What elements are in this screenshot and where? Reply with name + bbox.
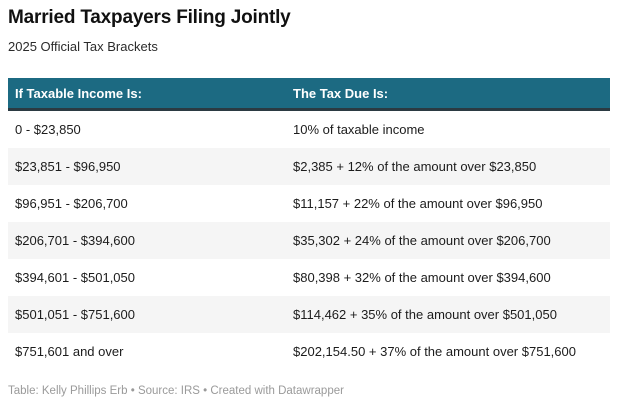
tax-due-cell: $2,385 + 12% of the amount over $23,850 — [293, 159, 537, 174]
table-row: $394,601 - $501,050 $80,398 + 32% of the… — [8, 259, 610, 296]
table-row: $96,951 - $206,700 $11,157 + 22% of the … — [8, 185, 610, 222]
table-row: 0 - $23,850 10% of taxable income — [8, 111, 610, 148]
income-range-cell: 0 - $23,850 — [15, 122, 81, 137]
income-range-cell: $96,951 - $206,700 — [15, 196, 128, 211]
tax-brackets-table: If Taxable Income Is: The Tax Due Is: 0 … — [8, 78, 610, 370]
table-body: 0 - $23,850 10% of taxable income $23,85… — [8, 111, 610, 370]
tax-due-cell: 10% of taxable income — [293, 122, 425, 137]
table-row: $23,851 - $96,950 $2,385 + 12% of the am… — [8, 148, 610, 185]
table-row: $206,701 - $394,600 $35,302 + 24% of the… — [8, 222, 610, 259]
table-header-row: If Taxable Income Is: The Tax Due Is: — [8, 78, 610, 111]
income-range-cell: $394,601 - $501,050 — [15, 270, 135, 285]
income-range-cell: $751,601 and over — [15, 344, 124, 359]
table-footer-credit: Table: Kelly Phillips Erb • Source: IRS … — [8, 385, 344, 397]
table-row: $751,601 and over $202,154.50 + 37% of t… — [8, 333, 610, 370]
tax-due-cell: $114,462 + 35% of the amount over $501,0… — [293, 307, 557, 322]
tax-due-cell: $11,157 + 22% of the amount over $96,950 — [293, 196, 543, 211]
tax-due-cell: $202,154.50 + 37% of the amount over $75… — [293, 344, 576, 359]
tax-table-card: Married Taxpayers Filing Jointly 2025 Of… — [0, 6, 624, 415]
page-subtitle: 2025 Official Tax Brackets — [8, 39, 158, 54]
column-header-taxable-income: If Taxable Income Is: — [15, 85, 142, 101]
table-row: $501,051 - $751,600 $114,462 + 35% of th… — [8, 296, 610, 333]
income-range-cell: $501,051 - $751,600 — [15, 307, 135, 322]
income-range-cell: $23,851 - $96,950 — [15, 159, 121, 174]
income-range-cell: $206,701 - $394,600 — [15, 233, 135, 248]
page-title: Married Taxpayers Filing Jointly — [8, 7, 291, 28]
tax-due-cell: $35,302 + 24% of the amount over $206,70… — [293, 233, 551, 248]
column-header-tax-due: The Tax Due Is: — [293, 85, 389, 101]
tax-due-cell: $80,398 + 32% of the amount over $394,60… — [293, 270, 551, 285]
